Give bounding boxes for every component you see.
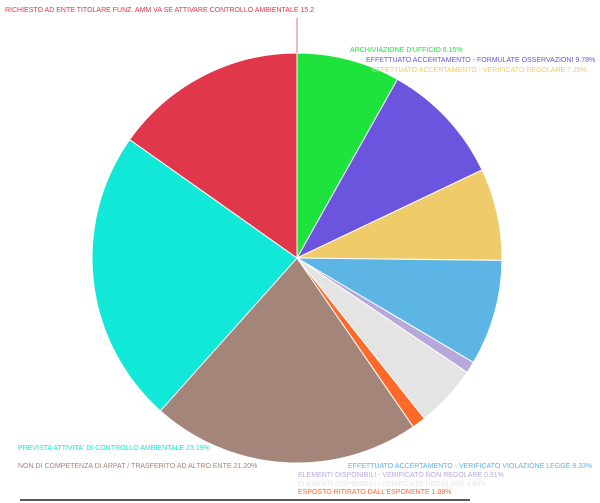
label-name: ELEMENTI DISPONIBILI - VERIFICATO NON RE… bbox=[298, 472, 482, 479]
label-name: PREVISTA ATTIVITA' DI CONTROLLO AMBIENTA… bbox=[18, 445, 184, 452]
slice-label: ARCHIVIAZIONE D'UFFICIO 8.15% bbox=[350, 47, 463, 54]
pie-slice bbox=[128, 52, 298, 259]
pie-slice bbox=[91, 138, 298, 412]
pie-slice bbox=[296, 52, 399, 260]
label-value: 15.2 bbox=[301, 7, 315, 14]
slice-label: EFFETTUATO ACCERTAMENTO - VERIFICATO VIO… bbox=[348, 463, 592, 470]
label-name: EFFETTUATO ACCERTAMENTO - VERIFICATO VIO… bbox=[348, 463, 571, 470]
pie-slice bbox=[159, 257, 414, 464]
pie-slice bbox=[295, 78, 483, 260]
slice-label: RICHIESTO AD ENTE TITOLARE FUNZ. AMM VA … bbox=[5, 7, 314, 14]
slice-label: EFFETTUATO ACCERTAMENTO - VERIFICATO REG… bbox=[372, 67, 587, 74]
slice-label: PREVISTA ATTIVITA' DI CONTROLLO AMBIENTA… bbox=[18, 445, 210, 452]
label-name: RICHIESTO AD ENTE TITOLARE FUNZ. AMM VA … bbox=[5, 7, 299, 14]
label-value: 9.78% bbox=[575, 57, 595, 64]
label-value: 8.15% bbox=[443, 47, 463, 54]
slice-label: ELEMENTI DISPONIBILI - VERIFICATO NON RE… bbox=[298, 472, 504, 479]
slice-label: NON DI COMPETENZA DI ARPAT / TRASFERITO … bbox=[18, 463, 257, 470]
label-name: EFFETTUATO ACCERTAMENTO - VERIFICATO REG… bbox=[372, 67, 566, 74]
label-name: NON DI COMPETENZA DI ARPAT / TRASFERITO … bbox=[18, 463, 232, 470]
label-name: ESPOSTO RITIRATO DALL'ESPONENTE bbox=[298, 489, 430, 496]
label-name: ARCHIVIAZIONE D'UFFICIO bbox=[350, 47, 441, 54]
label-name: EFFETTUATO ACCERTAMENTO - FORMULATE OSSE… bbox=[366, 57, 573, 64]
label-value: 7.25% bbox=[567, 67, 587, 74]
slice-label: EFFETTUATO ACCERTAMENTO - FORMULATE OSSE… bbox=[366, 57, 595, 64]
label-value: 23.19% bbox=[186, 445, 210, 452]
label-value: 0.91% bbox=[484, 472, 504, 479]
label-value: 8.33% bbox=[572, 463, 592, 470]
label-value: 1.09% bbox=[432, 489, 452, 496]
pie-slice bbox=[295, 257, 503, 364]
label-value: 4.90% bbox=[467, 481, 487, 488]
slice-label: ESPOSTO RITIRATO DALL'ESPONENTE 1.09% bbox=[298, 489, 451, 496]
label-name: ELEMENTI DISPONIBILI - VERIFICATO REGOLA… bbox=[298, 481, 465, 488]
slice-label: ELEMENTI DISPONIBILI - VERIFICATO REGOLA… bbox=[298, 481, 486, 488]
label-value: 21.20% bbox=[234, 463, 258, 470]
